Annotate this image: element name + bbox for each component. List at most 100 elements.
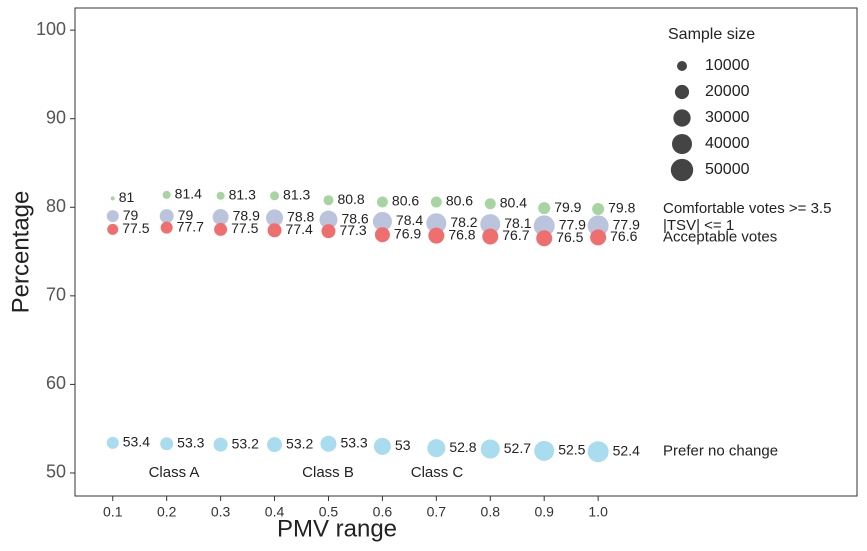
bubble [159, 209, 174, 224]
y-tick-label: 70 [46, 285, 66, 305]
bubble [587, 215, 609, 237]
bubble [536, 230, 553, 247]
bubble [480, 214, 501, 235]
size-legend-key [677, 61, 687, 71]
data-label: 52.4 [613, 442, 640, 458]
data-label: 80.6 [392, 193, 419, 209]
bubble [533, 215, 555, 237]
data-label: 52.5 [558, 442, 585, 458]
bubble [592, 203, 605, 216]
x-axis-label: PMV range [277, 515, 397, 542]
bubble [374, 227, 390, 243]
data-label: 53.3 [340, 434, 367, 450]
x-tick-label: 0.3 [211, 504, 231, 520]
data-label: 76.6 [610, 228, 637, 244]
data-label: 53 [395, 437, 411, 453]
bubble [270, 191, 280, 201]
data-label: 79.8 [608, 200, 635, 216]
data-label: 80.4 [500, 194, 527, 210]
annotation: Class B [302, 464, 354, 481]
data-label: 76.9 [394, 225, 421, 241]
bubble [107, 223, 119, 235]
bubble [160, 437, 174, 451]
data-label: 81.4 [175, 186, 202, 202]
data-label: 77.4 [286, 221, 313, 237]
data-label: 52.8 [449, 439, 476, 455]
series-label: Acceptable votes [663, 228, 777, 245]
size-legend-label: 50000 [705, 161, 750, 178]
bubble [373, 437, 391, 455]
bubble [214, 222, 228, 236]
data-label: 77.3 [339, 222, 366, 238]
x-tick-label: 0.8 [481, 504, 501, 520]
series-label: Prefer no change [663, 443, 778, 460]
bubble [321, 224, 336, 239]
y-tick-label: 90 [46, 107, 66, 127]
series-label: |TSV| <= 1 [663, 217, 734, 234]
bubble [538, 202, 551, 215]
y-tick-label: 50 [46, 462, 66, 482]
bubble [484, 198, 496, 210]
bubble [162, 190, 171, 199]
data-label: 77.5 [122, 220, 149, 236]
data-label: 80.8 [337, 191, 364, 207]
bubble [534, 440, 555, 461]
size-legend-key [672, 134, 692, 154]
data-label: 53.2 [232, 435, 259, 451]
size-legend-key [673, 109, 691, 127]
bubble [482, 228, 499, 245]
bubble [106, 210, 119, 223]
data-label: 78.4 [396, 212, 423, 228]
x-tick-label: 0.1 [103, 504, 123, 520]
x-tick-label: 0.2 [157, 504, 177, 520]
bubble [106, 436, 119, 449]
size-legend-label: 10000 [705, 57, 750, 74]
bubble [266, 209, 284, 227]
data-label: 77.7 [177, 218, 204, 234]
data-label: 53.2 [286, 435, 313, 451]
bubble [427, 439, 446, 458]
size-legend-label: 30000 [705, 109, 750, 126]
data-label: 77.9 [613, 217, 640, 233]
data-label: 76.7 [502, 227, 529, 243]
data-label: 77.5 [231, 220, 258, 236]
x-tick-label: 0.6 [373, 504, 393, 520]
data-label: 76.8 [448, 226, 475, 242]
x-tick-label: 0.7 [427, 504, 447, 520]
size-legend-label: 40000 [705, 135, 750, 152]
x-tick-label: 0.5 [319, 504, 339, 520]
bubble [320, 435, 337, 452]
bubble [372, 211, 392, 231]
size-legend-label: 20000 [705, 83, 750, 100]
data-label: 78.8 [287, 209, 314, 225]
data-label: 81.3 [229, 186, 256, 202]
data-label: 81.3 [283, 186, 310, 202]
bubble [428, 227, 445, 244]
data-label: 78.6 [341, 210, 368, 226]
plot-frame [74, 7, 858, 497]
bubble [480, 439, 500, 459]
bubble [212, 209, 229, 226]
bubble [216, 191, 225, 200]
bubble [267, 437, 283, 453]
x-tick-label: 0.9 [534, 504, 554, 520]
y-tick-label: 100 [36, 19, 66, 39]
data-label: 79 [178, 207, 194, 223]
data-label: 53.4 [123, 434, 150, 450]
data-label: 78.9 [233, 208, 260, 224]
data-label: 79 [123, 207, 139, 223]
bubble [587, 441, 609, 463]
bubble [323, 195, 334, 206]
data-label: 76.5 [556, 229, 583, 245]
size-legend-key [670, 158, 694, 182]
bubble [160, 221, 173, 234]
bubble [430, 196, 442, 208]
bubble [376, 196, 388, 208]
bubble [110, 196, 115, 201]
y-tick-label: 60 [46, 373, 66, 393]
data-label: 79.9 [554, 199, 581, 215]
series-label: Comfortable votes >= 3.5 [663, 200, 831, 217]
data-label: 78.1 [504, 215, 531, 231]
x-tick-label: 0.4 [265, 504, 285, 520]
